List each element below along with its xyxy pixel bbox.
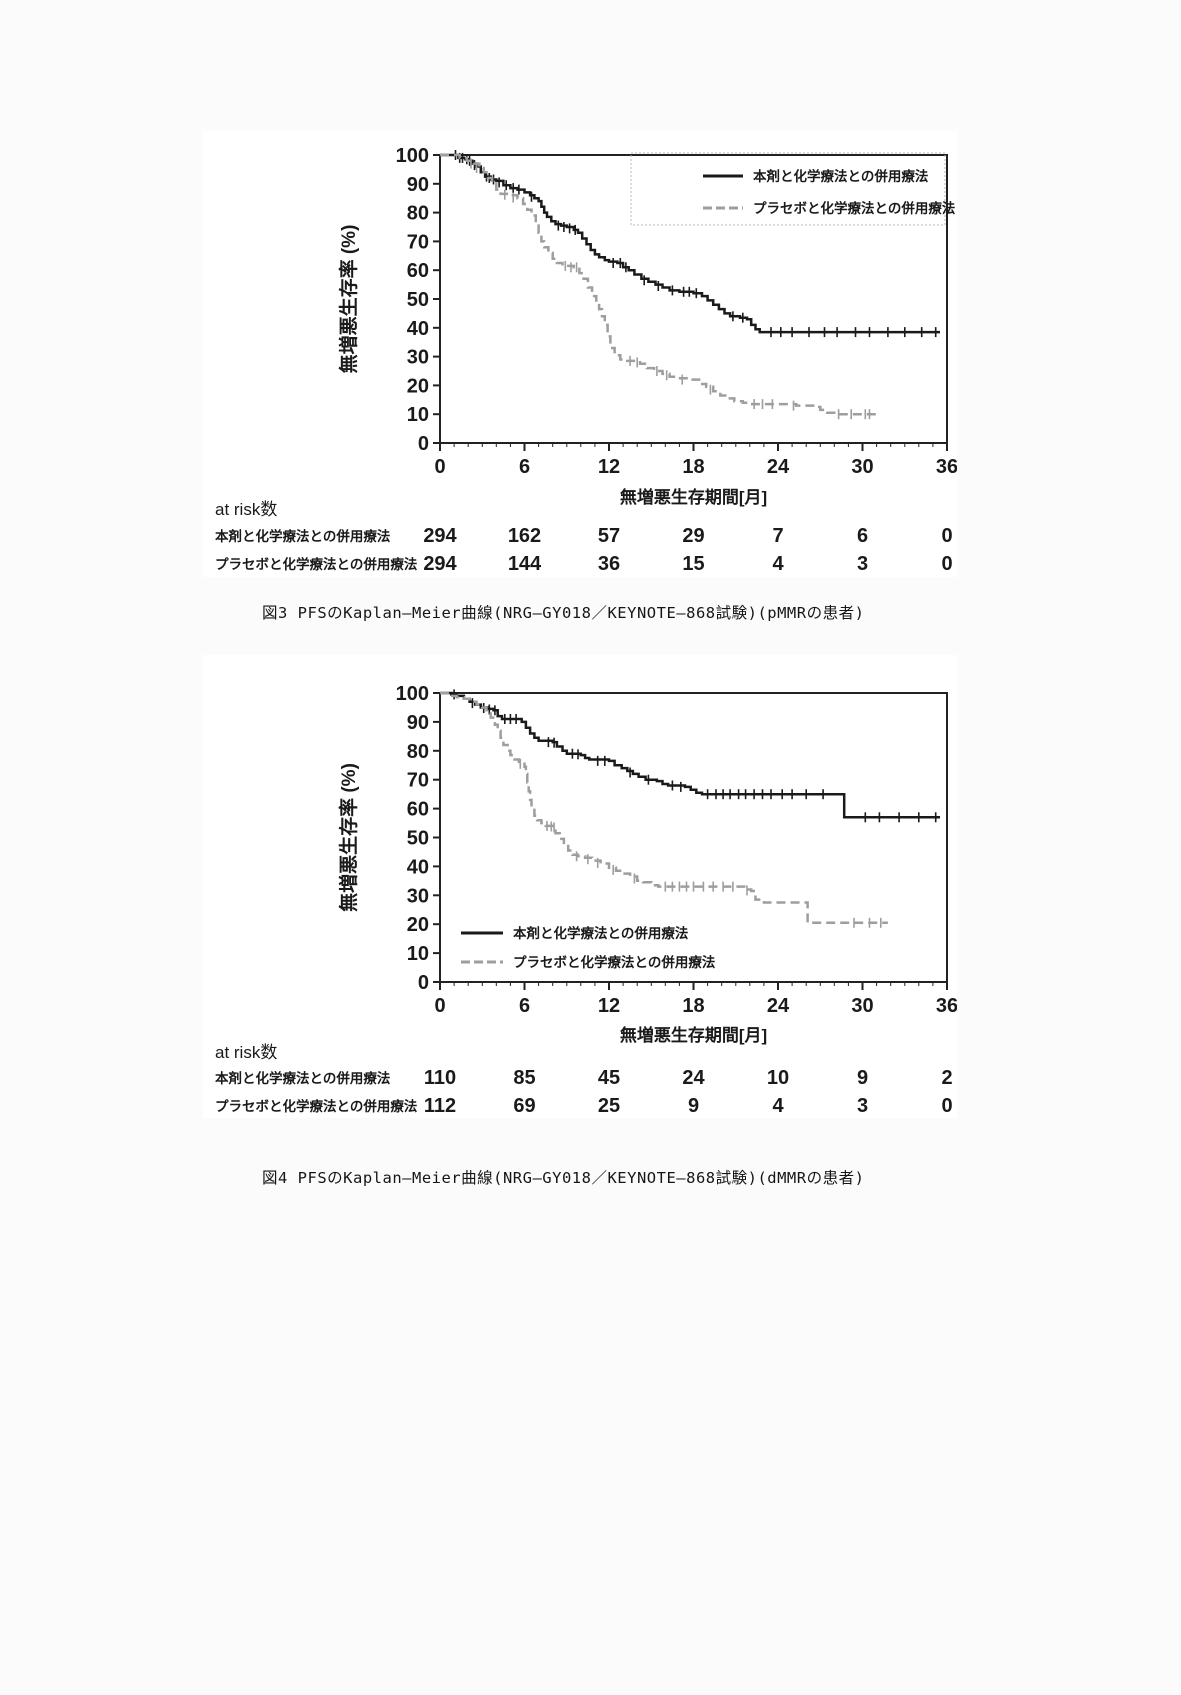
y-axis-tick-label: 50 — [407, 828, 429, 850]
legend-label: プラセボと化学療法との併用療法 — [753, 200, 956, 216]
at-risk-row-label: プラセボと化学療法との併用療法 — [215, 556, 418, 572]
y-axis-tick-label: 90 — [407, 174, 429, 196]
figure3-panel: 100 90 80 70 60 50 40 30 20 10 0 0 6 12 18 24 30 36 無増悪生存期… — [203, 131, 957, 577]
y-axis-tick-label: 70 — [407, 770, 429, 792]
at-risk-value: 10 — [767, 1067, 789, 1089]
at-risk-value: 6 — [857, 525, 868, 547]
km-curve-treatment — [440, 153, 940, 334]
y-axis-tick-label: 20 — [407, 375, 429, 397]
x-axis-tick-label: 12 — [598, 456, 620, 478]
figure4-caption: 図4 PFSのKaplan―Meier曲線(NRG―GY018／KEYNOTE―… — [262, 1169, 865, 1187]
legend-label: プラセボと化学療法との併用療法 — [513, 954, 716, 970]
plot-frame — [439, 154, 948, 444]
y-axis-label: 無増悪生存率 (%) — [337, 225, 360, 374]
x-axis-tick-label: 12 — [598, 995, 620, 1017]
x-axis-label: 無増悪生存期間[月] — [620, 487, 767, 507]
x-axis-tick-label: 36 — [936, 995, 957, 1017]
at-risk-value: 110 — [424, 1067, 456, 1089]
y-axis-tick-label: 10 — [407, 404, 429, 426]
at-risk-value: 0 — [941, 525, 952, 547]
at-risk-value: 45 — [598, 1067, 620, 1089]
figure4-panel: 100 90 80 70 60 50 40 30 20 10 0 0 6 12 18 24 30 36 無増悪生存期… — [203, 655, 957, 1118]
at-risk-title: at risk数 — [215, 1043, 277, 1062]
x-axis-tick-label: 30 — [851, 456, 873, 478]
y-axis-tick-label: 50 — [407, 289, 429, 311]
legend-label: 本剤と化学療法との併用療法 — [513, 925, 689, 941]
y-axis-tick-label: 60 — [407, 260, 429, 282]
x-axis-tick-label: 6 — [519, 456, 530, 478]
y-axis-tick-label: 30 — [407, 347, 429, 369]
legend-box — [630, 152, 946, 226]
x-axis-tick-label: 18 — [682, 995, 704, 1017]
y-axis-tick-label: 60 — [407, 799, 429, 821]
x-axis-tick-label: 36 — [936, 456, 957, 478]
x-axis-tick-label: 6 — [519, 995, 530, 1017]
at-risk-value: 69 — [513, 1095, 535, 1117]
at-risk-value: 112 — [424, 1095, 456, 1117]
y-axis-tick-label: 70 — [407, 231, 429, 253]
at-risk-value: 57 — [598, 525, 620, 547]
y-axis-tick-label: 20 — [407, 914, 429, 936]
x-axis-tick-label: 24 — [767, 456, 790, 478]
figure3-caption: 図3 PFSのKaplan―Meier曲線(NRG―GY018／KEYNOTE―… — [262, 604, 865, 622]
x-axis-tick-label: 24 — [767, 995, 790, 1017]
y-axis-tick-label: 80 — [407, 203, 429, 225]
at-risk-value: 3 — [857, 553, 868, 575]
y-axis-tick-label: 0 — [418, 972, 429, 994]
y-axis-tick-label: 90 — [407, 712, 429, 734]
x-axis-tick-label: 0 — [434, 456, 445, 478]
at-risk-value: 0 — [941, 1095, 952, 1117]
at-risk-value: 3 — [857, 1095, 868, 1117]
at-risk-value: 0 — [941, 553, 952, 575]
at-risk-value: 9 — [857, 1067, 868, 1089]
y-axis-tick-label: 40 — [407, 856, 429, 878]
at-risk-value: 294 — [423, 553, 457, 575]
y-axis-tick-label: 100 — [396, 145, 429, 167]
legend-label: 本剤と化学療法との併用療法 — [753, 168, 929, 184]
y-axis-tick-label: 10 — [407, 943, 429, 965]
y-axis-tick-label: 30 — [407, 885, 429, 907]
y-axis-tick-label: 100 — [396, 683, 429, 705]
at-risk-row-label: プラセボと化学療法との併用療法 — [215, 1098, 418, 1114]
y-axis-tick-label: 80 — [407, 741, 429, 763]
at-risk-value: 15 — [682, 553, 704, 575]
y-axis-tick-label: 0 — [418, 433, 429, 455]
at-risk-value: 144 — [508, 553, 542, 575]
at-risk-value: 7 — [772, 525, 783, 547]
at-risk-row-label: 本剤と化学療法との併用療法 — [215, 528, 391, 544]
at-risk-value: 85 — [513, 1067, 535, 1089]
x-axis-tick-label: 18 — [682, 456, 704, 478]
at-risk-value: 36 — [598, 553, 620, 575]
y-axis-tick-label: 40 — [407, 318, 429, 340]
at-risk-value: 9 — [688, 1095, 699, 1117]
at-risk-value: 4 — [772, 553, 784, 575]
y-axis-label: 無増悪生存率 (%) — [337, 763, 360, 912]
km-curve-placebo — [440, 691, 888, 925]
km-curve-placebo — [440, 153, 877, 416]
at-risk-value: 25 — [598, 1095, 620, 1117]
km-curve-treatment — [440, 691, 940, 819]
at-risk-row-label: 本剤と化学療法との併用療法 — [215, 1070, 391, 1086]
at-risk-value: 29 — [682, 525, 704, 547]
at-risk-title: at risk数 — [215, 500, 277, 519]
at-risk-value: 294 — [423, 525, 457, 547]
x-axis-label: 無増悪生存期間[月] — [620, 1025, 767, 1045]
at-risk-value: 162 — [508, 525, 541, 547]
x-axis-tick-label: 30 — [851, 995, 873, 1017]
at-risk-value: 2 — [941, 1067, 952, 1089]
at-risk-value: 24 — [682, 1067, 705, 1089]
at-risk-value: 4 — [772, 1095, 784, 1117]
x-axis-tick-label: 0 — [434, 995, 445, 1017]
